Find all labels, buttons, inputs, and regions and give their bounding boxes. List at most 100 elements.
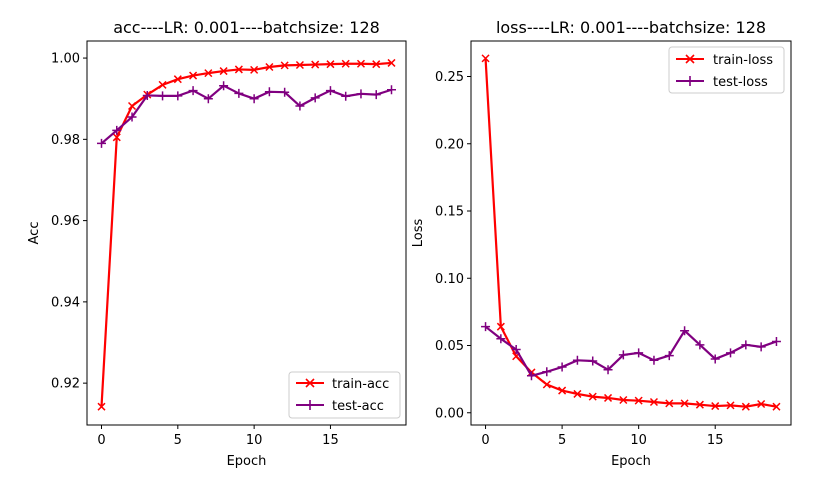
acc-train-acc-point [280,61,289,70]
acc-test-acc-point [356,89,366,99]
acc-chart-title: acc----LR: 0.001----batchsize: 128 [113,18,380,37]
acc-legend-train-marker [305,378,315,388]
loss-test-loss-point [588,356,598,366]
loss-legend-test-marker [685,76,695,86]
loss-chart: 0 5 10 15 0.00 0.05 0.10 0.15 0.20 0.25 loss----L… [411,18,792,469]
acc-test-acc-point [127,112,137,122]
loss-train-loss-point [604,393,613,402]
loss-y-tick-label: 0.25 [435,70,464,85]
loss-y-tick-label: 0.10 [435,272,464,287]
loss-test-loss-point [664,351,674,361]
loss-train-loss-point [558,386,567,395]
acc-y-tick-label: 0.92 [51,377,80,392]
loss-y-tick-label: 0.20 [435,137,464,152]
acc-test-acc-point [249,94,259,104]
loss-test-loss-point [496,334,506,344]
acc-test-acc-point [341,91,351,101]
loss-train-loss-point [772,402,781,411]
loss-test-loss-point [603,365,613,375]
acc-train-acc-point [295,60,304,70]
loss-test-loss-point [572,355,582,365]
acc-y-tick-label: 1.00 [51,52,80,67]
acc-legend-train-label: train-acc [332,377,389,392]
loss-train-loss-point [711,402,720,411]
acc-x-tick-label: 10 [246,433,263,448]
loss-x-tick-label: 0 [481,433,489,448]
loss-x-axis-label: Epoch [611,454,651,469]
acc-train-acc-point [127,101,137,111]
acc-test-acc-point [112,125,122,135]
acc-train-acc-point [219,67,228,76]
acc-test-acc-point [234,88,244,98]
acc-test-acc-point [371,90,381,100]
loss-test-loss-point [634,348,644,358]
acc-legend: train-acc test-acc [288,371,401,419]
loss-test-loss-point [542,367,552,377]
acc-test-acc-point [310,93,320,103]
loss-test-loss-point [756,342,766,352]
loss-train-loss-point [634,396,643,405]
loss-test-loss-point [557,362,567,372]
acc-train-acc-point [112,133,121,142]
loss-y-tick-label: 0.15 [435,205,464,220]
acc-train-acc-point [158,80,167,89]
loss-y-tick-label: 0.05 [435,339,464,354]
acc-train-acc-point [250,65,259,74]
loss-legend-train-marker [685,54,695,64]
loss-x-tick-label: 5 [558,433,566,448]
loss-test-loss-point [618,350,628,360]
acc-y-tick-label: 0.94 [51,295,80,310]
loss-marks: 0 5 10 15 0.00 0.05 0.10 0.15 0.20 0.25 [435,54,781,448]
loss-train-loss-point [573,389,582,398]
loss-y-tick-label: 0.00 [435,406,464,421]
acc-train-acc-point [234,65,243,74]
loss-test-loss-point [526,371,536,381]
loss-train-loss-point [726,401,735,410]
acc-test-acc-point [295,101,305,111]
acc-train-acc-point [173,75,182,84]
loss-test-loss-point [680,326,690,336]
loss-chart-title: loss----LR: 0.001----batchsize: 128 [496,18,766,37]
acc-test-acc-point [203,94,213,104]
loss-test-loss-point [511,345,521,355]
loss-test-loss-point [741,340,751,350]
loss-test-loss-point [695,340,705,350]
acc-x-tick-label: 15 [322,433,339,448]
acc-chart: 0 5 10 15 0.92 0.94 0.96 0.98 1.00 acc----LR: 0.… [27,18,407,469]
acc-test-acc-point [280,87,290,97]
acc-train-acc-point [372,60,381,69]
acc-test-acc-point [387,85,396,95]
acc-train-acc-point [326,60,335,69]
loss-plot-area [470,40,792,426]
loss-test-loss-point [481,322,491,332]
acc-plot-area [86,40,407,426]
loss-train-loss-point [542,380,551,389]
loss-test-loss-point [726,348,736,358]
loss-train-loss-point [695,400,704,409]
loss-train-loss-point [665,399,674,408]
loss-train-loss-point [496,322,505,331]
acc-train-acc-point [97,402,106,411]
loss-train-loss-point [757,399,766,409]
acc-train-acc-point [311,60,320,69]
loss-test-loss-point [710,354,720,364]
acc-train-acc-point [341,59,350,68]
acc-test-acc-point [219,81,229,91]
loss-x-tick-label: 10 [630,433,647,448]
loss-test-loss-point [649,355,659,365]
loss-train-loss-point [619,395,628,405]
loss-train-loss-point [649,397,658,407]
acc-test-acc-point [325,86,335,96]
acc-test-acc-point [188,86,198,96]
acc-x-tick-label: 0 [97,433,105,448]
acc-test-acc-point [158,91,168,101]
loss-legend: train-loss test-loss [668,46,785,94]
acc-marks: 0 5 10 15 0.92 0.94 0.96 0.98 1.00 [51,52,396,448]
acc-train-acc-point [265,62,274,72]
acc-train-acc-point [356,59,366,68]
loss-x-tick-label: 15 [707,433,724,448]
loss-train-loss-point [481,54,490,63]
acc-test-acc-point [173,91,183,101]
